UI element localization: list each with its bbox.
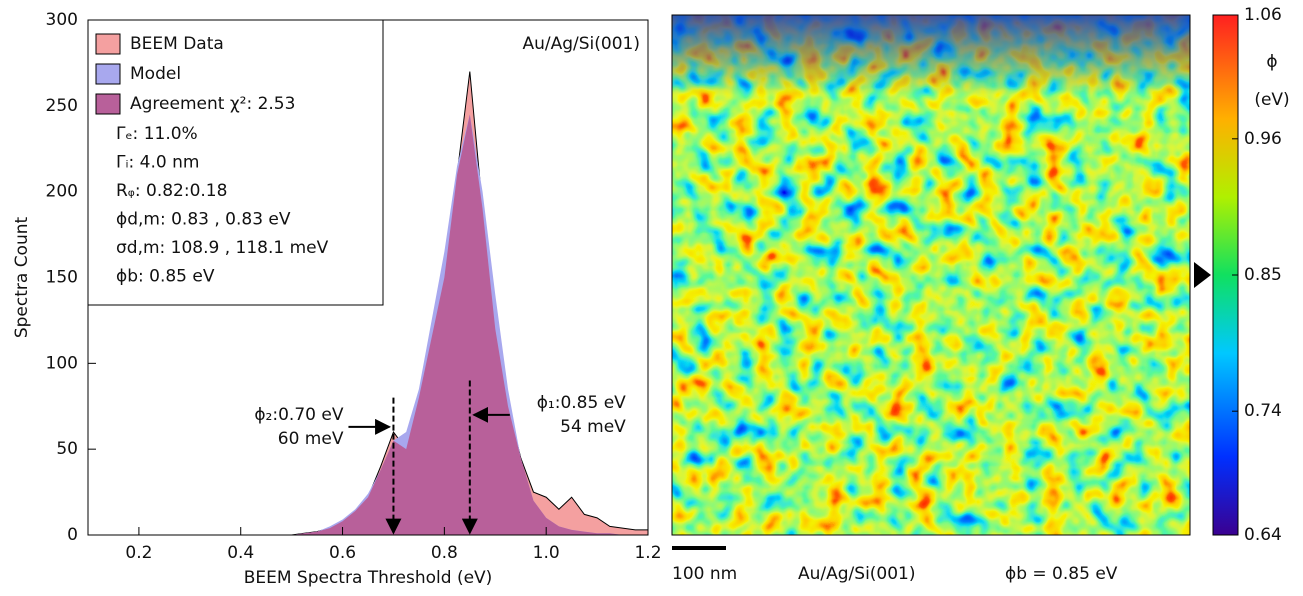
y-tick-label: 100 — [46, 353, 78, 373]
colorbar-tick-label: 0.85 — [1244, 265, 1282, 285]
x-tick-label: 0.6 — [329, 543, 356, 563]
legend-note: Γᵢ: 4.0 nm — [116, 153, 199, 173]
legend-label: BEEM Data — [130, 34, 224, 54]
x-tick-label: 1.0 — [533, 543, 560, 563]
y-axis-label: Spectra Count — [12, 216, 32, 338]
x-tick-label: 0.2 — [125, 543, 152, 563]
potential-map — [672, 15, 1190, 535]
marker-label: ϕ₂:0.70 eV — [254, 405, 343, 425]
y-tick-label: 250 — [46, 96, 78, 116]
x-tick-label: 0.8 — [431, 543, 458, 563]
x-tick-label: 1.2 — [634, 543, 661, 563]
x-axis-label: BEEM Spectra Threshold (eV) — [244, 568, 493, 588]
y-tick-label: 200 — [46, 182, 78, 202]
colorbar-label: ϕ — [1266, 52, 1277, 72]
legend-swatch — [95, 33, 121, 55]
legend-label: Agreement χ²: 2.53 — [130, 94, 295, 114]
colorbar-marker — [1194, 262, 1211, 288]
marker-label: 60 meV — [278, 429, 344, 449]
caption: Au/Ag/Si(001) — [798, 564, 916, 584]
y-tick-label: 50 — [56, 439, 78, 459]
legend-swatch — [95, 63, 121, 85]
colorbar-tick-label: 0.96 — [1244, 129, 1282, 149]
marker-label: ϕ₁:0.85 eV — [537, 393, 626, 413]
map-panel: 0.64 0.74 0.85 0.96 1.06 ϕ (eV) 100 nm Au/Ag/Si(… — [671, 5, 1290, 584]
legend-swatch — [95, 93, 121, 115]
marker-label: 54 meV — [560, 417, 626, 437]
legend-note: Rᵩ: 0.82:0.18 — [116, 181, 227, 201]
map-frame — [671, 14, 1191, 536]
legend-note: ϕd,m: 0.83 , 0.83 eV — [116, 210, 291, 230]
colorbar-tick-label: 0.64 — [1244, 525, 1282, 545]
y-tick-label: 0 — [67, 525, 78, 545]
scale-label: 100 nm — [672, 564, 737, 584]
legend-note: σd,m: 108.9 , 118.1 meV — [116, 238, 329, 258]
y-tick-label: 150 — [46, 268, 78, 288]
legend-note: ϕb: 0.85 eV — [116, 267, 215, 287]
legend-note: Γₑ: 11.0% — [116, 124, 198, 144]
y-tick-label: 300 — [46, 10, 78, 30]
colorbar-tick-label: 1.06 — [1244, 5, 1282, 25]
legend-box — [87, 19, 384, 306]
caption-right: ϕb = 0.85 eV — [1005, 564, 1118, 584]
histogram-panel: 0.2 0.4 0.6 0.8 1.0 1.2 0 50 100 150 200 250 300 BEEM… — [12, 10, 662, 588]
annotation: Au/Ag/Si(001) — [522, 34, 640, 54]
colorbar-label: (eV) — [1254, 90, 1289, 110]
legend-label: Model — [130, 64, 181, 84]
map-shade — [672, 15, 1190, 95]
area-series — [88, 114, 648, 536]
x-tick-label: 0.4 — [227, 543, 254, 563]
colorbar-tick-label: 0.74 — [1244, 401, 1282, 421]
